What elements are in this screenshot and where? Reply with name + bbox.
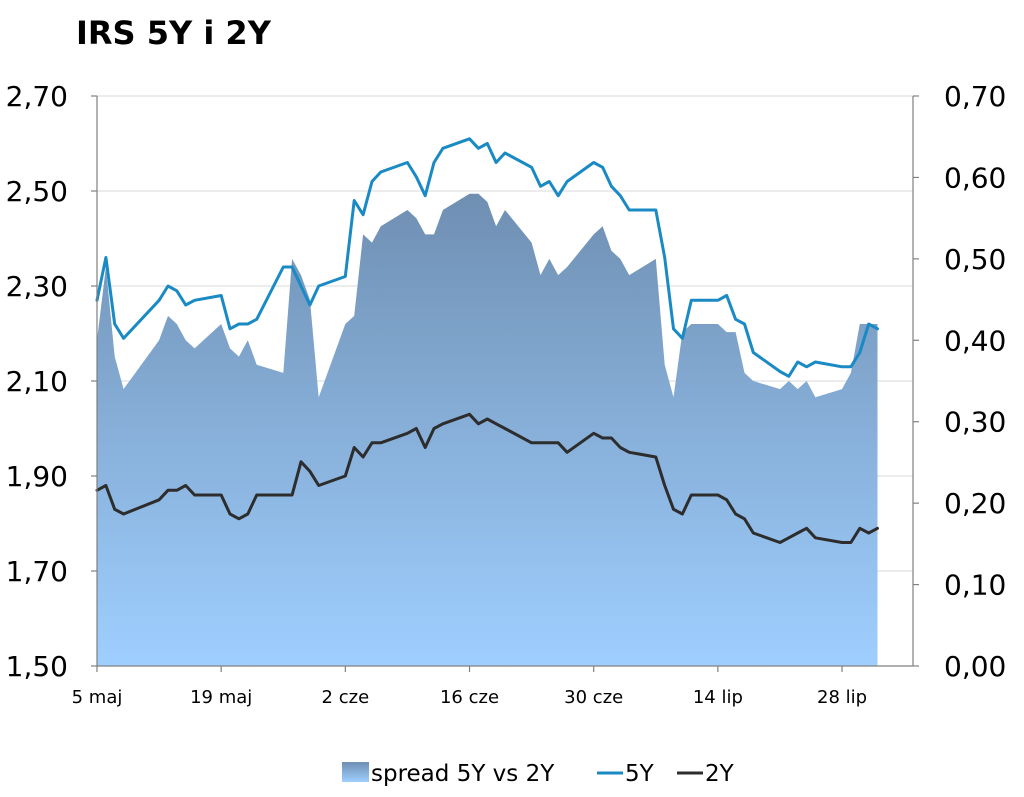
x-tick-label: 16 cze (440, 687, 499, 708)
legend: spread 5Y vs 2Y 5Y 2Y (342, 761, 735, 787)
area-series-spread (97, 193, 878, 666)
area-layer (97, 193, 878, 666)
right-tick-label: 0,10 (944, 569, 1006, 602)
left-tick-label: 1,70 (6, 555, 68, 588)
x-tick-label: 14 lip (693, 687, 743, 708)
x-tick-label: 5 maj (72, 687, 123, 708)
left-tick-label: 2,10 (6, 365, 68, 398)
left-tick-label: 1,50 (6, 650, 68, 683)
right-tick-label: 0,60 (944, 161, 1006, 194)
left-tick-label: 2,30 (6, 270, 68, 303)
left-tick-label: 2,70 (6, 80, 68, 113)
right-tick-label: 0,40 (944, 324, 1006, 357)
x-tick-label: 2 cze (322, 687, 370, 708)
line-series-5y (95, 137, 879, 378)
right-tick-label: 0,00 (944, 650, 1006, 683)
legend-swatch-spread (342, 762, 369, 782)
x-tick-label: 19 maj (190, 687, 252, 708)
right-tick-label: 0,20 (944, 487, 1006, 520)
line-layer (95, 137, 879, 544)
right-tick-label: 0,50 (944, 243, 1006, 276)
left-tick-label: 2,50 (6, 175, 68, 208)
legend-label-2y: 2Y (705, 761, 735, 787)
legend-label-5y: 5Y (625, 761, 655, 787)
x-tick-label: 28 lip (817, 687, 867, 708)
left-tick-label: 1,90 (6, 460, 68, 493)
axes: 2,70 2,50 2,30 2,10 1,90 1,70 1,50 0,70 0,60 0,50… (6, 80, 1007, 708)
right-tick-label: 0,70 (944, 80, 1006, 113)
right-tick-label: 0,30 (944, 406, 1006, 439)
line-series-2y (95, 412, 879, 544)
legend-label-spread: spread 5Y vs 2Y (371, 761, 555, 787)
x-tick-label: 30 cze (564, 687, 623, 708)
chart-title: IRS 5Y i 2Y (76, 14, 271, 52)
